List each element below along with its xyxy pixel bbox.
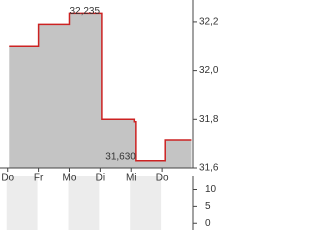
x-tick-label: Do [156, 173, 169, 184]
annotation: 31,630 [105, 151, 136, 162]
y-tick-label: 32,0 [199, 65, 219, 76]
annotation: 32,235 [69, 6, 100, 17]
area [9, 13, 192, 169]
y-tick-label: 32,2 [199, 17, 219, 28]
y-tick-label: 31,6 [199, 163, 219, 174]
panel-stripe [130, 176, 162, 230]
x-tick-label: Fr [34, 173, 44, 184]
panel-y-tick-label: 0 [205, 218, 211, 229]
panel-y-tick-label: 10 [205, 184, 217, 195]
x-tick-label: Mo [63, 173, 77, 184]
price-line [9, 12, 192, 162]
panel-stripe [68, 176, 100, 230]
panel-y-tick-label: 5 [205, 201, 211, 212]
x-tick-label: Di [96, 173, 105, 184]
x-tick-label: Mi [126, 173, 137, 184]
x-tick-label: Do [1, 173, 14, 184]
stock-chart: 31,6 31,8 32,0 32,2 Do Fr Mo Di Mi Do 32,235 31,630… [0, 0, 219, 230]
panel-stripe [6, 176, 38, 230]
y-tick-label: 31,8 [199, 114, 219, 125]
